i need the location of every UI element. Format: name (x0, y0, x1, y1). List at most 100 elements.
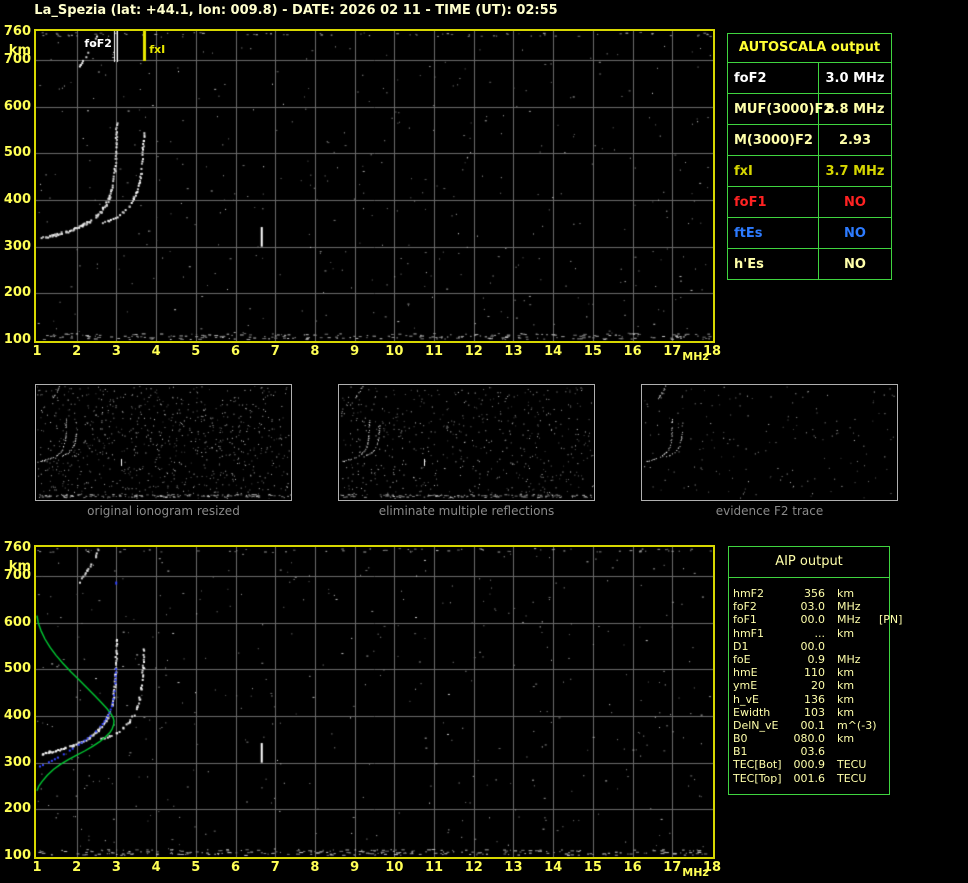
y-tick-label: 100 (3, 848, 31, 863)
aip-row-unit: km (837, 732, 855, 746)
x-tick-label: 17 (663, 344, 682, 359)
x-tick-label: 8 (310, 344, 320, 359)
y-tick-label: 760 (3, 540, 31, 555)
aip-row-value: 110 (804, 666, 825, 680)
thumbnail-caption: evidence F2 trace (715, 504, 824, 518)
x-tick-label: 14 (544, 860, 563, 875)
aip-row: D1 00.0 (733, 640, 889, 653)
aip-row-value: 03.0 (800, 600, 826, 614)
aip-row: B1 03.6 (733, 745, 889, 758)
autoscala-row-label: M(3000)F2 (728, 125, 819, 155)
y-tick-label: 300 (3, 754, 31, 770)
autoscala-row: foF1 NO (728, 186, 891, 217)
aip-row: TEC[Top] 001.6 TECU (733, 772, 889, 785)
y-axis-unit: km (8, 559, 31, 574)
aip-row-gap (825, 666, 837, 679)
aip-row-unit: TECU (837, 758, 867, 772)
autoscala-row: ftEs NO (728, 217, 891, 248)
autoscala-row-label: ftEs (728, 218, 819, 248)
thumbnail-panel: eliminate multiple reflections (338, 384, 595, 518)
x-tick-label: 10 (385, 344, 404, 359)
aip-row-label: foE (733, 652, 751, 666)
station-title: La_Spezia (lat: +44.1, lon: 009.8) - DAT… (34, 3, 558, 18)
aip-row-gap (825, 627, 837, 640)
aip-row-unit: km (837, 666, 855, 680)
autoscala-table-rows: foF2 3.0 MHz MUF(3000)F2 8.8 MHz M(3000)F2 2.… (728, 62, 891, 279)
autoscala-row: h'Es NO (728, 248, 891, 279)
aip-row-gap (825, 693, 837, 706)
aip-row-gap (825, 706, 837, 719)
aip-row-extra (879, 640, 889, 653)
aip-row: foE 0.9 MHz (733, 653, 889, 666)
aip-row-value: 03.6 (800, 745, 826, 759)
top-ionogram-frame (34, 29, 715, 343)
x-tick-label: 2 (72, 860, 82, 875)
x-tick-label: 16 (623, 860, 642, 875)
aip-row-unit: km (837, 679, 855, 693)
x-tick-label: 4 (151, 860, 161, 875)
aip-row-value: 080.0 (793, 732, 826, 746)
aip-row-unit: MHz (837, 600, 861, 614)
x-tick-label: 6 (230, 344, 241, 359)
autoscala-row-value: 8.8 MHz (825, 101, 885, 117)
aip-row-value: ... (814, 626, 826, 640)
aip-row-extra (879, 772, 889, 785)
aip-row-value: 00.1 (800, 718, 826, 732)
y-tick-label: 400 (3, 708, 31, 723)
x-tick-label: 3 (111, 860, 121, 875)
aip-row-label: hmF2 (733, 587, 765, 600)
thumbnail-canvas (339, 385, 594, 500)
y-tick-label: 600 (3, 614, 31, 630)
aip-row-label: hmF1 (733, 626, 765, 640)
x-tick-label: 18 (702, 344, 722, 359)
aip-row-label: D1 (733, 639, 749, 653)
top-ionogram-plot (36, 31, 713, 341)
aip-row-extra (879, 600, 889, 613)
x-tick-label: 11 (425, 344, 444, 359)
x-tick-label: 1 (32, 860, 42, 875)
aip-row: hmE 110 km (733, 666, 889, 679)
x-tick-label: 15 (583, 344, 602, 359)
aip-row-unit (837, 640, 879, 653)
aip-row-gap (825, 600, 837, 613)
aip-row-gap (825, 732, 837, 745)
aip-row-unit: km (837, 626, 855, 640)
autoscala-row-value: NO (844, 225, 866, 241)
thumbnail-panel: original ionogram resized (35, 384, 292, 518)
aip-row-gap (825, 587, 837, 600)
aip-row-gap (825, 719, 837, 732)
y-tick-label: 500 (3, 145, 31, 161)
x-tick-label: 5 (191, 860, 201, 875)
aip-table-rows: hmF2 356 km foF2 03.0 MHz foF1 00.0 MHz [PN] hmF1.… (729, 578, 902, 794)
x-tick-label: 7 (270, 860, 280, 875)
aip-row-unit: MHz (837, 652, 861, 666)
aip-row-label: hmE (733, 666, 758, 680)
y-tick-label: 200 (3, 801, 31, 817)
x-axis-unit: MHz (682, 866, 709, 879)
y-tick-label: 500 (3, 661, 31, 677)
autoscala-row-value: NO (844, 194, 866, 210)
aip-row: TEC[Bot] 000.9 TECU (733, 758, 889, 771)
aip-row-unit: MHz (837, 613, 861, 627)
y-tick-label: 400 (3, 192, 31, 207)
aip-row-gap (825, 745, 837, 758)
aip-row-extra (879, 666, 889, 679)
aip-row: hmF1... km (733, 627, 889, 640)
aip-row-gap (825, 613, 837, 626)
autoscala-row: MUF(3000)F2 8.8 MHz (728, 93, 891, 124)
aip-row-label: foF1 (733, 613, 757, 627)
x-tick-label: 9 (350, 860, 360, 875)
x-tick-label: 14 (544, 344, 563, 359)
x-axis-unit: MHz (682, 350, 709, 363)
fof2-marker-label: foF2 (84, 37, 112, 50)
x-tick-label: 16 (623, 344, 642, 359)
autoscala-row-label: foF2 (728, 63, 819, 93)
aip-row-unit: km (837, 705, 855, 719)
aip-row-extra (879, 706, 889, 719)
aip-row-gap (825, 640, 837, 653)
thumbnail-image (35, 384, 292, 501)
thumbnail-image (641, 384, 898, 501)
aip-row: foF1 00.0 MHz [PN] (733, 613, 902, 627)
x-tick-label: 18 (702, 860, 722, 875)
